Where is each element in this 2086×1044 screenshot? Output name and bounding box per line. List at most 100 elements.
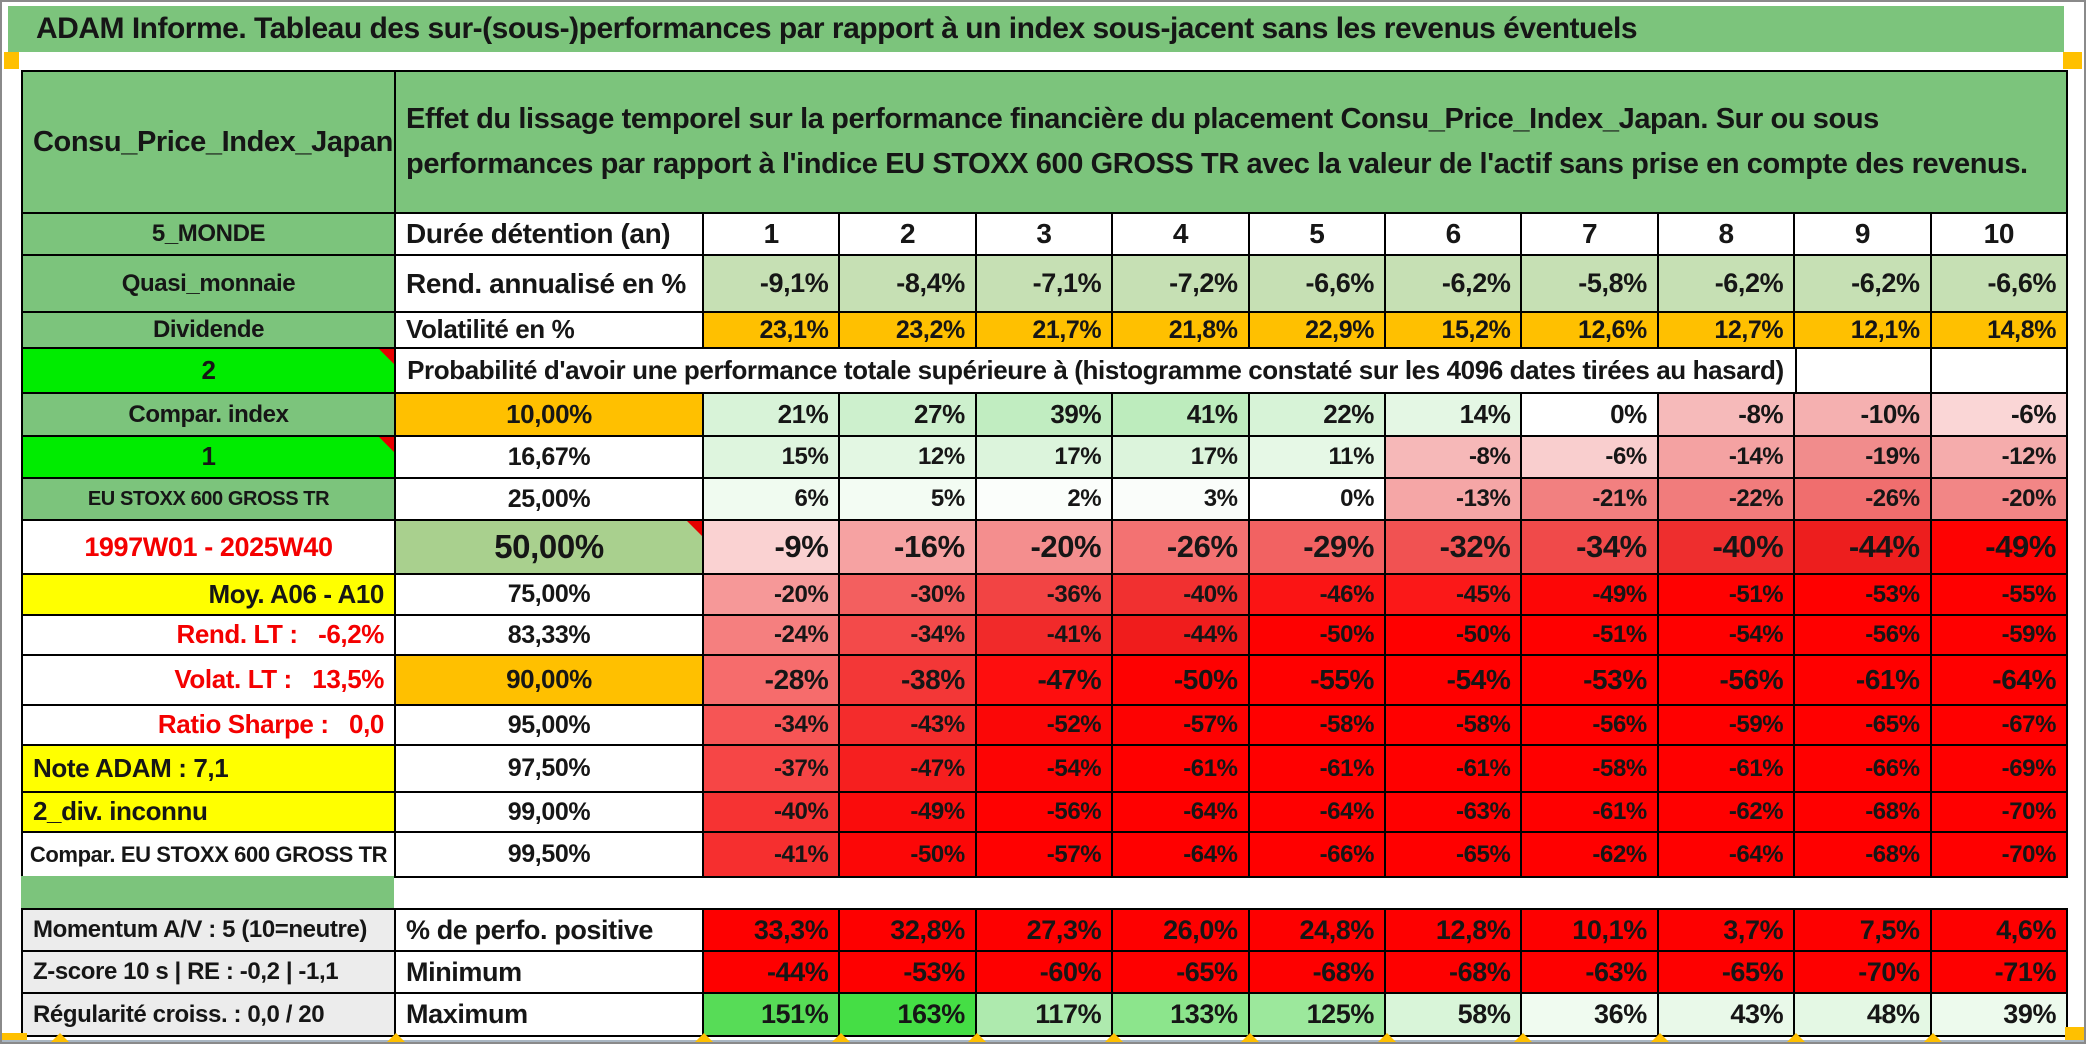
value-p50-10[interactable]: -49% [1931, 521, 2067, 575]
value-max-6[interactable]: 58% [1386, 994, 1523, 1035]
value-perf-9[interactable]: 7,5% [1795, 910, 1932, 952]
row-label-p90[interactable]: 90,00% [396, 656, 704, 706]
value-p90-1[interactable]: -28% [704, 656, 841, 706]
value-volat-8[interactable]: 12,7% [1658, 313, 1796, 349]
value-perf-3[interactable]: 27,3% [976, 910, 1114, 952]
value-p25-5[interactable]: 0% [1249, 479, 1387, 521]
row-label-perf[interactable]: % de perfo. positive [396, 910, 704, 952]
value-perf-7[interactable]: 10,1% [1522, 910, 1659, 952]
value-p10-5[interactable]: 22% [1249, 394, 1387, 437]
left-label-volat[interactable]: Dividende [23, 313, 396, 349]
left-label-max[interactable]: Régularité croiss. : 0,0 / 20 [23, 994, 396, 1035]
value-p75-1[interactable]: -20% [704, 575, 841, 616]
value-p90-5[interactable]: -55% [1249, 656, 1387, 706]
value-min-5[interactable]: -68% [1249, 952, 1387, 994]
value-p16-10[interactable]: -12% [1931, 437, 2067, 479]
value-p97-5[interactable]: -61% [1249, 746, 1387, 793]
value-duree-10[interactable]: 10 [1931, 214, 2067, 256]
value-p995-5[interactable]: -66% [1249, 833, 1387, 876]
value-rend-1[interactable]: -9,1% [704, 256, 841, 313]
value-p75-10[interactable]: -55% [1931, 575, 2067, 616]
left-label-p25[interactable]: EU STOXX 600 GROSS TR [23, 479, 396, 521]
left-label-perf[interactable]: Momentum A/V : 5 (10=neutre) [23, 910, 396, 952]
left-label-p16[interactable]: 1 [23, 437, 396, 479]
value-p75-5[interactable]: -46% [1249, 575, 1387, 616]
value-p50-3[interactable]: -20% [976, 521, 1114, 575]
value-p83-1[interactable]: -24% [704, 616, 841, 656]
row-label-p95[interactable]: 95,00% [396, 706, 704, 746]
value-p90-8[interactable]: -56% [1658, 656, 1796, 706]
value-max-3[interactable]: 117% [976, 994, 1114, 1035]
value-rend-6[interactable]: -6,2% [1386, 256, 1523, 313]
value-rend-10[interactable]: -6,6% [1931, 256, 2067, 313]
value-perf-4[interactable]: 26,0% [1113, 910, 1250, 952]
value-rend-4[interactable]: -7,2% [1113, 256, 1250, 313]
row-label-rend[interactable]: Rend. annualisé en % [396, 256, 704, 313]
value-p995-6[interactable]: -65% [1386, 833, 1523, 876]
value-volat-7[interactable]: 12,6% [1522, 313, 1659, 349]
value-p25-9[interactable]: -26% [1795, 479, 1932, 521]
row-label-p50[interactable]: 50,00% [396, 521, 704, 575]
value-p90-10[interactable]: -64% [1931, 656, 2067, 706]
value-p95-4[interactable]: -57% [1113, 706, 1250, 746]
value-max-4[interactable]: 133% [1113, 994, 1250, 1035]
left-label-p50[interactable]: 1997W01 - 2025W40 [23, 521, 396, 575]
value-min-8[interactable]: -65% [1658, 952, 1796, 994]
value-p97-9[interactable]: -66% [1795, 746, 1932, 793]
value-p25-3[interactable]: 2% [976, 479, 1114, 521]
value-p99-9[interactable]: -68% [1795, 793, 1932, 833]
header-description-cell[interactable]: Effet du lissage temporel sur la perform… [396, 72, 2066, 214]
value-p10-6[interactable]: 14% [1386, 394, 1523, 437]
value-volat-4[interactable]: 21,8% [1113, 313, 1250, 349]
value-p99-7[interactable]: -61% [1522, 793, 1659, 833]
left-label-min[interactable]: Z-score 10 s | RE : -0,2 | -1,1 [23, 952, 396, 994]
value-p10-9[interactable]: -10% [1795, 394, 1932, 437]
row-label-p99[interactable]: 99,00% [396, 793, 704, 833]
value-p99-1[interactable]: -40% [704, 793, 841, 833]
value-p99-6[interactable]: -63% [1386, 793, 1523, 833]
value-p83-3[interactable]: -41% [976, 616, 1114, 656]
value-p97-2[interactable]: -47% [840, 746, 977, 793]
value-volat-2[interactable]: 23,2% [840, 313, 977, 349]
value-p99-5[interactable]: -64% [1249, 793, 1387, 833]
value-p50-8[interactable]: -40% [1658, 521, 1796, 575]
value-duree-5[interactable]: 5 [1249, 214, 1387, 256]
value-max-8[interactable]: 43% [1658, 994, 1796, 1035]
value-p83-6[interactable]: -50% [1386, 616, 1523, 656]
value-p16-4[interactable]: 17% [1113, 437, 1250, 479]
value-p25-4[interactable]: 3% [1113, 479, 1250, 521]
value-p99-8[interactable]: -62% [1658, 793, 1796, 833]
value-p16-8[interactable]: -14% [1658, 437, 1796, 479]
value-p75-2[interactable]: -30% [840, 575, 977, 616]
value-p97-10[interactable]: -69% [1931, 746, 2067, 793]
value-duree-1[interactable]: 1 [704, 214, 841, 256]
value-min-9[interactable]: -70% [1795, 952, 1932, 994]
value-p75-9[interactable]: -53% [1795, 575, 1932, 616]
value-p95-6[interactable]: -58% [1386, 706, 1523, 746]
value-p50-9[interactable]: -44% [1795, 521, 1932, 575]
value-duree-4[interactable]: 4 [1113, 214, 1250, 256]
left-label-p83[interactable]: Rend. LT : -6,2% [23, 616, 396, 656]
value-p16-2[interactable]: 12% [840, 437, 977, 479]
value-p16-6[interactable]: -8% [1386, 437, 1523, 479]
left-label-rend[interactable]: Quasi_monnaie [23, 256, 396, 313]
value-p16-5[interactable]: 11% [1249, 437, 1387, 479]
value-p83-7[interactable]: -51% [1522, 616, 1659, 656]
value-p995-4[interactable]: -64% [1113, 833, 1250, 876]
value-p995-7[interactable]: -62% [1522, 833, 1659, 876]
value-volat-6[interactable]: 15,2% [1386, 313, 1523, 349]
value-max-10[interactable]: 39% [1931, 994, 2067, 1035]
value-duree-9[interactable]: 9 [1795, 214, 1932, 256]
value-p95-10[interactable]: -67% [1931, 706, 2067, 746]
value-rend-2[interactable]: -8,4% [840, 256, 977, 313]
value-max-1[interactable]: 151% [704, 994, 841, 1035]
value-min-3[interactable]: -60% [976, 952, 1114, 994]
value-p95-2[interactable]: -43% [840, 706, 977, 746]
row-label-p83[interactable]: 83,33% [396, 616, 704, 656]
value-p75-7[interactable]: -49% [1522, 575, 1659, 616]
value-duree-3[interactable]: 3 [976, 214, 1114, 256]
value-max-5[interactable]: 125% [1249, 994, 1387, 1035]
value-p25-10[interactable]: -20% [1931, 479, 2067, 521]
value-p97-4[interactable]: -61% [1113, 746, 1250, 793]
value-duree-8[interactable]: 8 [1658, 214, 1796, 256]
